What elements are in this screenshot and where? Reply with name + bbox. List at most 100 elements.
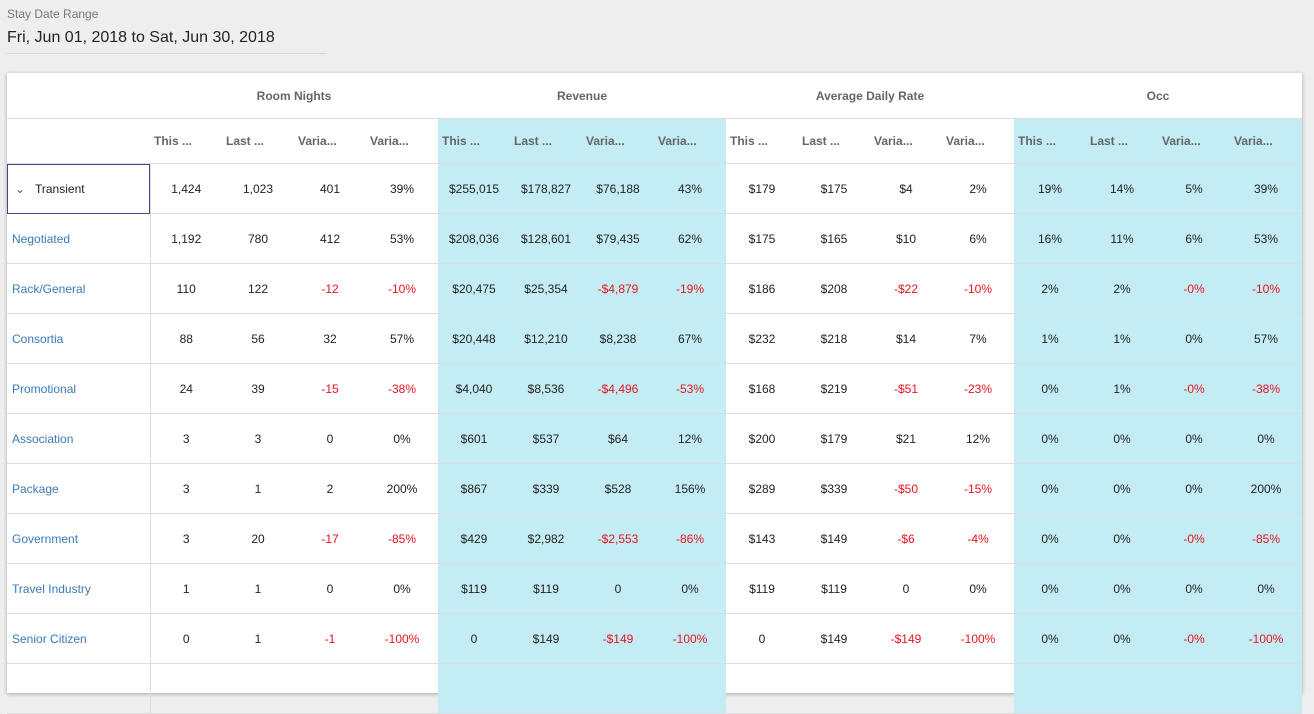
table-row[interactable]: Government 3 20 -17 -85% $429 $2,982 -$2,553 -86… (7, 513, 1302, 564)
column-header[interactable]: Last ... (510, 118, 582, 164)
group-header-occ[interactable]: Occ (1014, 73, 1302, 119)
value-cell: -100% (942, 613, 1014, 664)
value-cell: 1 (222, 613, 294, 664)
value-cell: $200 (726, 413, 798, 464)
value-cell: 39% (366, 163, 438, 214)
segment-name-cell[interactable]: Consortia (7, 313, 151, 364)
column-header[interactable]: Last ... (1086, 118, 1158, 164)
value-cell: $8,536 (510, 363, 582, 414)
value-cell: -100% (366, 613, 438, 664)
value-cell: $208,036 (438, 213, 510, 264)
segment-name-cell[interactable]: ⌄ Transient (7, 163, 151, 214)
value-cell: $175 (798, 163, 870, 214)
empty-cell (150, 663, 222, 714)
segment-name-cell[interactable]: Rack/General (7, 263, 151, 314)
column-header[interactable]: This ... (1014, 118, 1086, 164)
value-cell: 12% (942, 413, 1014, 464)
table-row[interactable]: Association 3 3 0 0% $601 $537 $64 12% $200 $179 $2… (7, 413, 1302, 464)
segment-name: Package (12, 481, 59, 496)
value-cell: $178,827 (510, 163, 582, 214)
table-row[interactable]: Rack/General 110 122 -12 -10% $20,475 $25,354-… (7, 263, 1302, 314)
value-cell: $867 (438, 463, 510, 514)
column-header[interactable]: This ... (150, 118, 222, 164)
value-cell: $76,188 (582, 163, 654, 214)
segment-name-cell[interactable]: Travel Industry (7, 563, 151, 614)
value-cell: 0 (582, 563, 654, 614)
value-cell: 11% (1086, 213, 1158, 264)
column-header[interactable]: Varia... (654, 118, 726, 164)
value-cell: 0% (1086, 613, 1158, 664)
group-header-average-daily-rate[interactable]: Average Daily Rate (726, 73, 1014, 119)
column-header[interactable]: This ... (726, 118, 798, 164)
value-cell: 0% (1158, 313, 1230, 364)
value-cell: 0% (1014, 463, 1086, 514)
value-cell: -19% (654, 263, 726, 314)
column-header[interactable]: Varia... (1230, 118, 1302, 164)
empty-cell (294, 663, 366, 714)
value-cell: -100% (1230, 613, 1302, 664)
segment-name-cell[interactable]: Negotiated (7, 213, 151, 264)
value-cell: -$2,553 (582, 513, 654, 564)
column-header[interactable]: Varia... (294, 118, 366, 164)
column-header[interactable]: This ... (438, 118, 510, 164)
value-cell: $208 (798, 263, 870, 314)
value-cell: 0% (1158, 563, 1230, 614)
column-header[interactable]: Varia... (942, 118, 1014, 164)
value-cell: $10 (870, 213, 942, 264)
row-header-blank (7, 73, 150, 119)
value-cell: 0 (726, 613, 798, 664)
value-cell: 6% (942, 213, 1014, 264)
segment-name-cell[interactable]: Association (7, 413, 151, 464)
column-header[interactable]: Last ... (222, 118, 294, 164)
column-header[interactable]: Varia... (582, 118, 654, 164)
table-row[interactable]: ⌄ Transient 1,424 1,023 401 39% $255,015 $178,8… (7, 163, 1302, 214)
value-cell: 0% (1014, 563, 1086, 614)
column-header[interactable]: Varia... (870, 118, 942, 164)
empty-cell (726, 663, 798, 714)
value-cell: 1 (150, 563, 222, 614)
value-cell: 0 (438, 613, 510, 664)
value-cell: -100% (654, 613, 726, 664)
value-cell: 0% (1014, 413, 1086, 464)
value-cell: 16% (1014, 213, 1086, 264)
table-row[interactable]: Promotional 24 39 -15 -38% $4,040 $8,536 -$4,49… (7, 363, 1302, 414)
empty-cell (366, 663, 438, 714)
group-header-room-nights[interactable]: Room Nights (150, 73, 438, 119)
table-row[interactable]: Senior Citizen 0 1 -1 -100% 0 $149 -$149 -100% 0 $… (7, 613, 1302, 664)
value-cell: 412 (294, 213, 366, 264)
table-row[interactable]: Consortia 88 56 32 57% $20,448 $12,210 $8,238 67… (7, 313, 1302, 364)
value-cell: $179 (798, 413, 870, 464)
value-cell: 0% (1086, 413, 1158, 464)
segment-name-cell[interactable]: Senior Citizen (7, 613, 151, 664)
stay-date-range-input[interactable]: Fri, Jun 01, 2018 to Sat, Jun 30, 2018 (7, 29, 327, 54)
empty-cell (438, 663, 510, 714)
value-cell: 0% (1086, 513, 1158, 564)
value-cell: 67% (654, 313, 726, 364)
value-cell: 0% (1014, 513, 1086, 564)
segment-name: Association (12, 431, 74, 446)
value-cell: 0 (294, 413, 366, 464)
value-cell: $128,601 (510, 213, 582, 264)
value-cell: 0% (366, 413, 438, 464)
value-cell: 24 (150, 363, 222, 414)
value-cell: 0% (1158, 463, 1230, 514)
value-cell: 20 (222, 513, 294, 564)
value-cell: $20,475 (438, 263, 510, 314)
group-header-revenue[interactable]: Revenue (438, 73, 726, 119)
value-cell: -$4,496 (582, 363, 654, 414)
column-header[interactable]: Varia... (1158, 118, 1230, 164)
empty-cell (510, 663, 582, 714)
segment-name-cell[interactable]: Promotional (7, 363, 151, 414)
segment-name-cell[interactable]: Government (7, 513, 151, 564)
table-row[interactable]: Negotiated 1,192 780 412 53% $208,036 $128,601… (7, 213, 1302, 264)
chevron-down-icon[interactable]: ⌄ (15, 181, 26, 196)
value-cell: 39 (222, 363, 294, 414)
segment-name-cell[interactable]: Package (7, 463, 151, 514)
value-cell: -1 (294, 613, 366, 664)
column-header[interactable]: Varia... (366, 118, 438, 164)
value-cell: 0% (1086, 563, 1158, 614)
table-row[interactable]: Travel Industry 1 1 0 0% $119 $119 0 0% $119 $119 0… (7, 563, 1302, 614)
value-cell: -38% (1230, 363, 1302, 414)
table-row[interactable]: Package 3 1 2 200% $867 $339 $528 156% $289 $339 -$… (7, 463, 1302, 514)
column-header[interactable]: Last ... (798, 118, 870, 164)
